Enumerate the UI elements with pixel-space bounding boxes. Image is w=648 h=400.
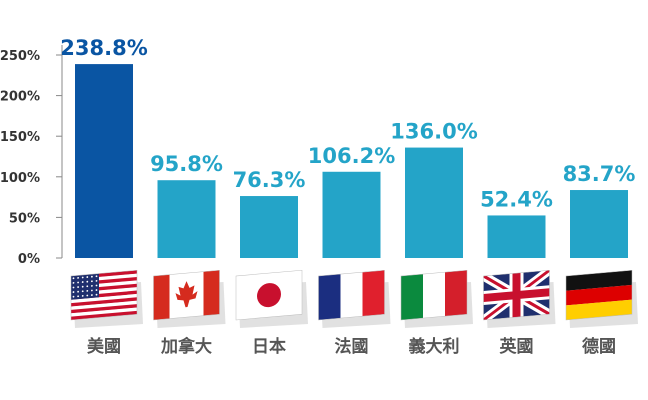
value-label: 238.8% xyxy=(60,36,147,60)
y-axis: 0% 50% 100% 150% 200% 250% xyxy=(0,45,63,267)
bar xyxy=(322,171,381,258)
bar xyxy=(157,180,216,258)
germany-flag-icon xyxy=(565,269,638,328)
category-label: 加拿大 xyxy=(160,336,212,357)
uk-flag-icon xyxy=(483,269,556,328)
us-flag-icon xyxy=(70,269,143,328)
category-label: 法國 xyxy=(335,336,369,357)
y-tick-label: 200% xyxy=(0,90,40,105)
category-label: 日本 xyxy=(252,336,286,357)
value-label: 83.7% xyxy=(563,162,636,186)
value-label: 52.4% xyxy=(480,187,553,211)
value-label: 106.2% xyxy=(308,144,395,168)
y-tick-label: 150% xyxy=(0,130,40,145)
bar xyxy=(487,215,546,258)
value-label: 76.3% xyxy=(233,168,306,192)
canada-flag-icon xyxy=(153,269,226,328)
category-label: 美國 xyxy=(87,336,121,357)
value-label: 95.8% xyxy=(150,152,223,176)
category-label: 英國 xyxy=(500,336,534,357)
value-label: 136.0% xyxy=(390,120,477,144)
japan-flag-icon xyxy=(235,269,308,328)
bar xyxy=(240,196,298,258)
y-tick-label: 100% xyxy=(0,171,40,186)
france-flag-icon xyxy=(318,269,391,328)
italy-flag-icon xyxy=(400,269,473,328)
bar xyxy=(405,147,463,258)
bars: 238.8% 美國 95.8% 加拿大 76.3% 日本 106.2% 法國 136.0% 義大利… xyxy=(60,36,635,357)
category-label: 義大利 xyxy=(409,336,460,357)
bar xyxy=(570,190,628,258)
flags xyxy=(70,269,638,328)
y-tick-label: 50% xyxy=(9,211,40,226)
y-tick-label: 0% xyxy=(18,252,40,267)
category-label: 德國 xyxy=(582,336,616,357)
bar xyxy=(75,64,133,259)
y-tick-label: 250% xyxy=(0,49,40,64)
